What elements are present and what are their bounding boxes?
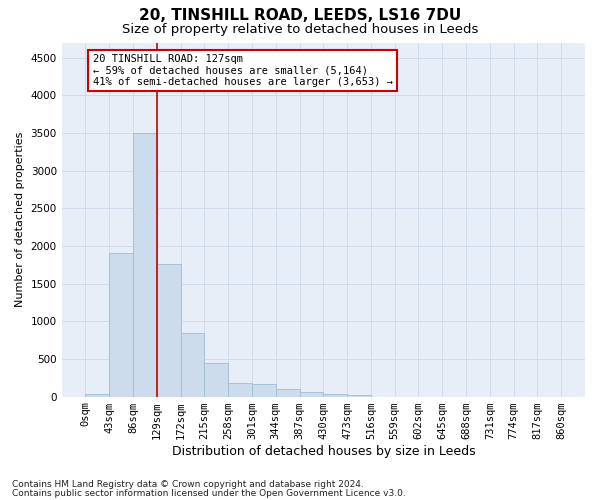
Bar — [252, 384, 276, 396]
Bar — [299, 392, 323, 396]
Text: Contains HM Land Registry data © Crown copyright and database right 2024.: Contains HM Land Registry data © Crown c… — [12, 480, 364, 489]
Y-axis label: Number of detached properties: Number of detached properties — [15, 132, 25, 307]
Bar — [323, 394, 347, 396]
Bar — [85, 394, 109, 396]
Text: 20, TINSHILL ROAD, LEEDS, LS16 7DU: 20, TINSHILL ROAD, LEEDS, LS16 7DU — [139, 8, 461, 22]
X-axis label: Distribution of detached houses by size in Leeds: Distribution of detached houses by size … — [172, 444, 475, 458]
Bar — [205, 362, 228, 396]
Bar — [181, 334, 205, 396]
Bar — [228, 384, 252, 396]
Text: 20 TINSHILL ROAD: 127sqm
← 59% of detached houses are smaller (5,164)
41% of sem: 20 TINSHILL ROAD: 127sqm ← 59% of detach… — [92, 54, 392, 87]
Bar — [276, 390, 299, 396]
Bar — [109, 254, 133, 396]
Text: Contains public sector information licensed under the Open Government Licence v3: Contains public sector information licen… — [12, 488, 406, 498]
Bar — [133, 133, 157, 396]
Bar — [157, 264, 181, 396]
Text: Size of property relative to detached houses in Leeds: Size of property relative to detached ho… — [122, 22, 478, 36]
Bar — [347, 394, 371, 396]
